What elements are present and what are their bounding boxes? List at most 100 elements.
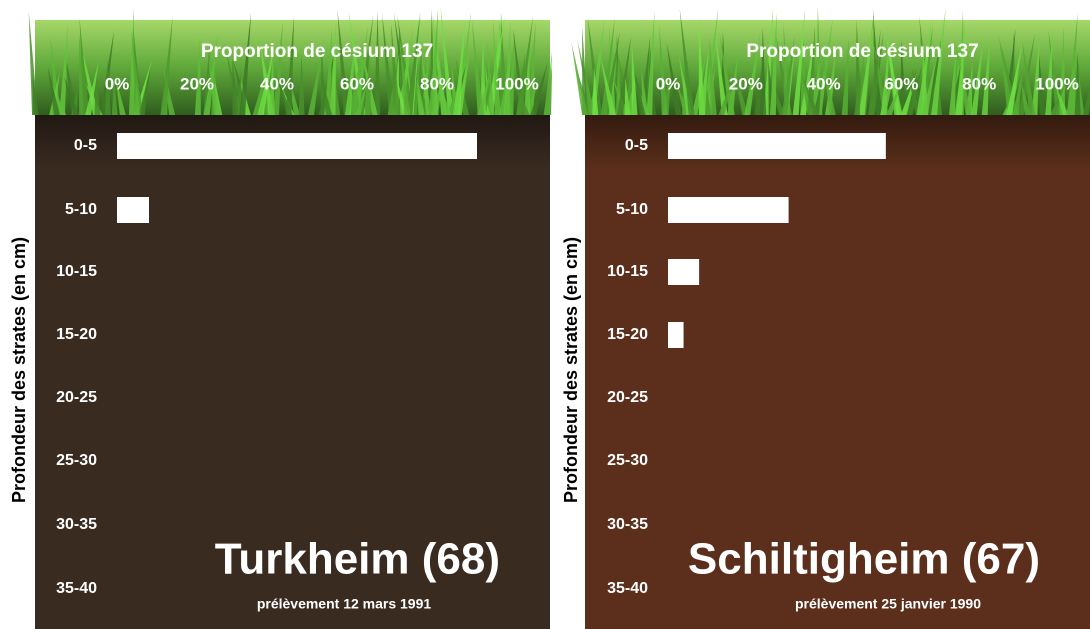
y-axis-label: Profondeur des strates (en cm) (561, 237, 581, 503)
grass-blade (582, 26, 589, 115)
grass-blade (858, 16, 875, 115)
grass-blade (577, 40, 596, 115)
grass-blade (476, 71, 491, 115)
grass-blade (194, 36, 201, 115)
grass-blade (516, 15, 534, 115)
grass-blade (268, 54, 275, 115)
grass-blade (63, 76, 80, 115)
grass-blade (754, 68, 762, 115)
grass-blade (396, 25, 414, 116)
grass-blade (616, 36, 632, 115)
grass-blade (232, 57, 239, 115)
grass-blade (203, 34, 218, 116)
grass-blade (543, 51, 553, 115)
x-tick-label: 20% (180, 74, 214, 93)
grass-blade (431, 70, 445, 115)
y-tick-label: 20-25 (56, 389, 97, 406)
grass-blade (320, 72, 333, 115)
grass-blade (298, 54, 305, 115)
grass-blade (324, 27, 333, 115)
grass-blade (47, 66, 60, 115)
grass-blade (824, 49, 837, 115)
grass-blade (981, 33, 991, 115)
grass-blade (1045, 26, 1053, 115)
grass-blade (58, 23, 68, 115)
grass-blade (799, 62, 814, 115)
grass-blade (81, 45, 99, 116)
x-tick-label: 60% (884, 74, 918, 93)
grass-blade (815, 18, 833, 115)
grass-blade (131, 31, 143, 116)
grass-blade (763, 7, 774, 116)
grass-blade (1049, 83, 1066, 115)
grass-blade (792, 7, 806, 115)
soil (35, 100, 550, 629)
grass-blade (676, 82, 690, 115)
grass-blade (446, 76, 462, 115)
grass-blade (900, 39, 907, 115)
grass-blade (1003, 28, 1016, 116)
y-tick-label: 10-15 (56, 263, 97, 280)
grass-blade (353, 26, 369, 116)
grass-blade (600, 18, 615, 116)
grass-blade (440, 7, 454, 115)
chart-title: Proportion de césium 137 (201, 41, 433, 62)
grass-blade (781, 36, 795, 116)
grass-blade (666, 42, 682, 115)
grass-blade (239, 12, 252, 115)
grass-blade (133, 27, 143, 115)
grass-blade (94, 68, 101, 115)
grass-blade (435, 71, 452, 115)
grass-blade (719, 32, 735, 115)
grass-blade (382, 13, 395, 116)
grass-blade (344, 38, 356, 116)
grass-blade (397, 14, 414, 115)
grass-blade (822, 54, 836, 115)
grass-blade (348, 40, 365, 115)
grass-blade (906, 62, 923, 115)
bar (668, 133, 886, 159)
grass-blade (916, 19, 932, 115)
grass-blade (641, 67, 649, 115)
soil (585, 100, 1090, 629)
grass-blade (744, 30, 761, 116)
grass-blade (816, 6, 823, 116)
grass-blade (1031, 31, 1040, 116)
grass-blade (329, 20, 337, 116)
grass-blade (28, 11, 39, 116)
grass-blade (128, 7, 135, 115)
grass-blade (617, 52, 633, 115)
x-tick-label: 100% (1035, 74, 1078, 93)
y-tick-label: 25-30 (56, 452, 97, 469)
grass-blade (32, 74, 39, 115)
grass-blade (337, 9, 350, 116)
grass-blade (948, 57, 963, 115)
grass-blade (800, 35, 816, 115)
grass-blade (575, 67, 593, 115)
grass-blade (272, 20, 283, 115)
annotation: Turkheim (68) (215, 535, 500, 584)
y-tick-label: 0-5 (625, 137, 648, 154)
grass-blade (900, 72, 917, 115)
grass-blade (921, 57, 937, 115)
x-tick-label: 20% (729, 74, 763, 93)
grass-blade (955, 19, 965, 115)
grass-blade (841, 37, 849, 116)
grass-blade (365, 50, 372, 115)
grass-blade (587, 17, 603, 116)
grass-blade (698, 44, 710, 116)
grass-blade (391, 23, 401, 115)
grass-blade (454, 19, 466, 115)
grass-blade (691, 55, 706, 115)
grass-blade (646, 11, 655, 115)
grass-blade (767, 69, 786, 115)
annotation: Schiltigheim (67) (688, 535, 1040, 584)
bar (668, 259, 700, 285)
grass-blade (1038, 55, 1046, 115)
grass-blade (624, 77, 631, 115)
bar (668, 197, 789, 223)
y-tick-label: 30-35 (56, 516, 97, 533)
x-tick-label: 40% (260, 74, 294, 93)
y-tick-label: 15-20 (607, 326, 648, 343)
